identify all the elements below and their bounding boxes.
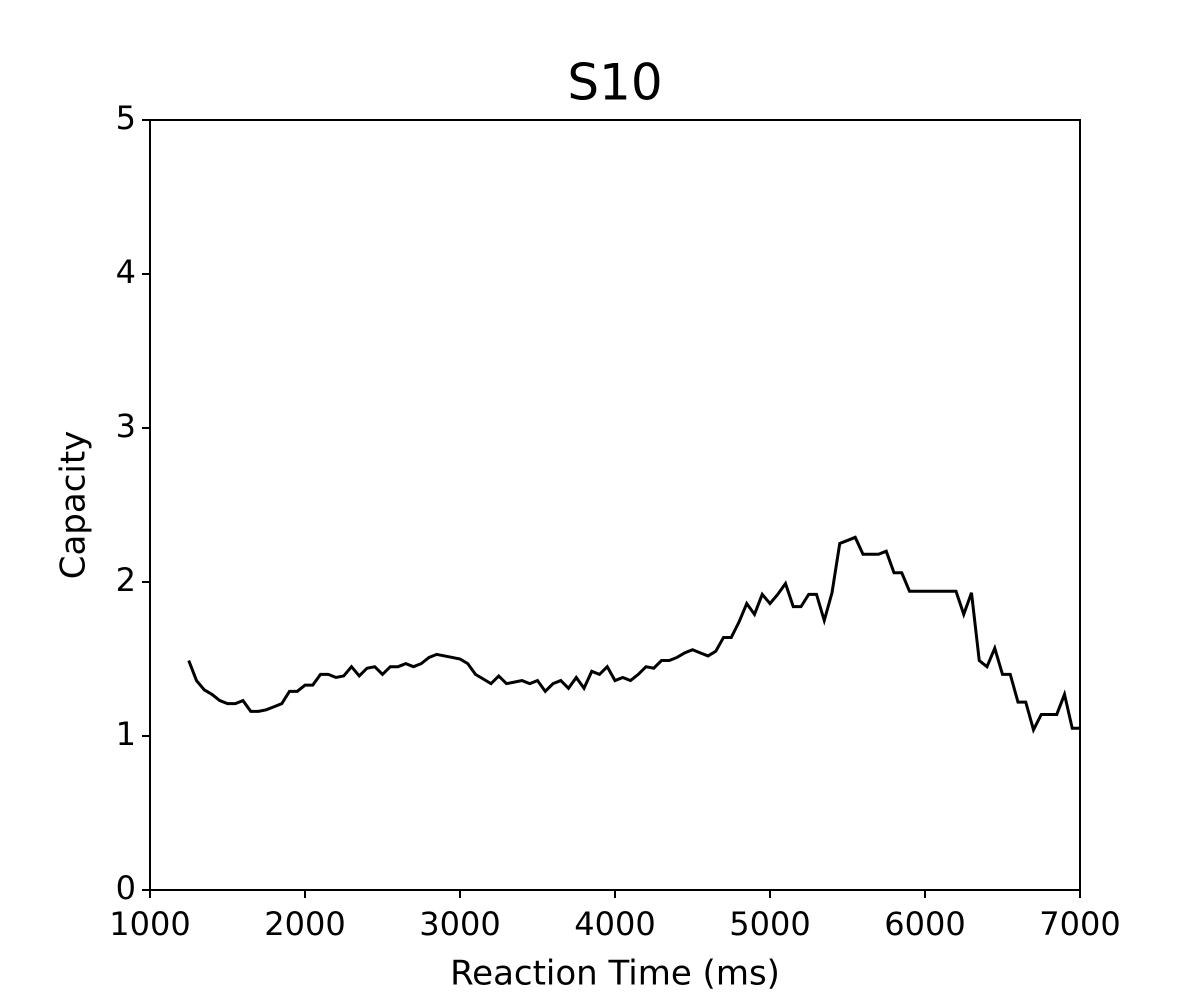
x-tick-label: 3000 — [419, 905, 500, 943]
x-tick-label: 4000 — [574, 905, 655, 943]
y-tick-label: 1 — [116, 715, 136, 753]
x-tick-label: 1000 — [109, 905, 190, 943]
y-tick-label: 4 — [116, 253, 136, 291]
x-tick-label: 5000 — [729, 905, 810, 943]
x-tick-label: 2000 — [264, 905, 345, 943]
y-axis-label: Capacity — [54, 431, 94, 580]
y-tick-label: 0 — [116, 869, 136, 907]
y-tick-label: 2 — [116, 561, 136, 599]
chart-title: S10 — [567, 54, 662, 112]
y-tick-label: 3 — [116, 407, 136, 445]
x-tick-label: 6000 — [884, 905, 965, 943]
plot-frame — [149, 119, 1081, 891]
x-axis-label: Reaction Time (ms) — [450, 954, 780, 994]
data-line — [187, 535, 1080, 734]
x-tick-label: 7000 — [1039, 905, 1120, 943]
y-tick-label: 5 — [116, 99, 136, 137]
